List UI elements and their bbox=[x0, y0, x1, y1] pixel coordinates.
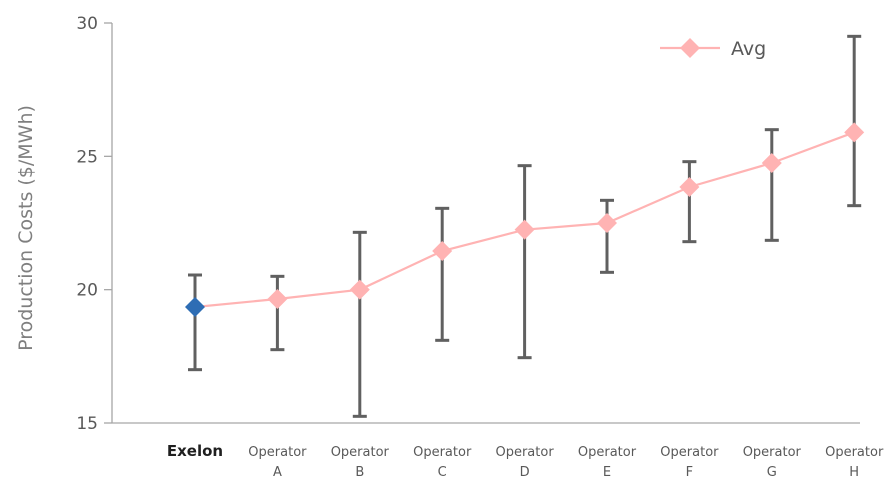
avg-point bbox=[844, 122, 865, 143]
x-tick-label: G bbox=[767, 465, 777, 479]
x-tick-label: Exelon bbox=[167, 442, 223, 460]
y-tick-label: 30 bbox=[76, 14, 98, 34]
x-tick-label: Operator bbox=[578, 445, 637, 460]
x-tick-label: Operator bbox=[495, 445, 554, 460]
avg-point bbox=[679, 177, 700, 197]
legend-label: Avg bbox=[731, 38, 766, 60]
x-tick-label: F bbox=[686, 465, 693, 479]
x-tick-label: Operator bbox=[413, 445, 472, 460]
avg-point bbox=[432, 241, 453, 261]
y-tick-label: 15 bbox=[76, 414, 98, 434]
avg-point bbox=[267, 289, 288, 309]
x-tick-label: Operator bbox=[825, 445, 884, 460]
x-tick-label: D bbox=[520, 465, 530, 479]
x-tick-label: A bbox=[273, 465, 282, 479]
avg-point bbox=[761, 153, 782, 173]
x-tick-label: Operator bbox=[248, 445, 307, 460]
x-tick-label: H bbox=[849, 465, 859, 479]
y-tick-label: 25 bbox=[76, 147, 98, 167]
x-tick-label: C bbox=[438, 465, 447, 479]
x-tick-label: Operator bbox=[660, 445, 719, 460]
x-tick-label: B bbox=[355, 465, 364, 479]
x-tick-label: Operator bbox=[331, 445, 390, 460]
y-tick-label: 20 bbox=[76, 281, 98, 301]
avg-point bbox=[349, 279, 370, 300]
avg-point bbox=[597, 213, 617, 233]
y-axis-title: Production Costs ($/MWh) bbox=[15, 105, 37, 351]
avg-point bbox=[514, 219, 535, 240]
x-tick-label: E bbox=[603, 465, 611, 479]
legend-marker bbox=[680, 38, 700, 58]
avg-point bbox=[185, 297, 205, 317]
x-tick-label: Operator bbox=[743, 445, 802, 460]
